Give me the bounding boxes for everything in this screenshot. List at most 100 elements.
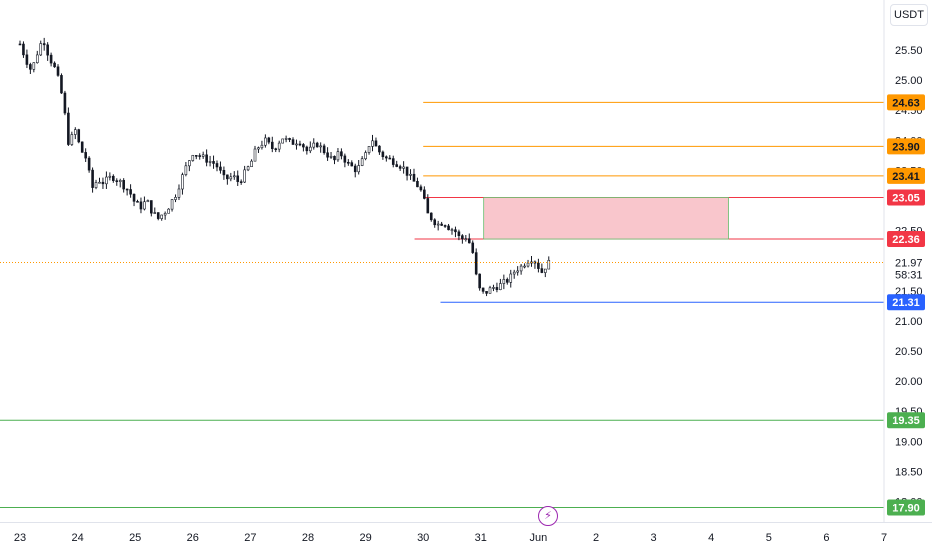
candle-body [436,223,440,226]
level-price-tag[interactable] [887,167,925,184]
candle-body [239,181,243,183]
level-price-tag[interactable] [887,189,925,206]
candle-body [105,176,108,185]
candle-body [56,66,60,76]
candle-body [18,43,22,46]
candle-body [447,225,450,231]
candle-body [350,162,354,167]
candle-body [322,145,326,154]
level-price-tag-label: 23.41 [892,171,920,183]
candle-body [509,273,513,283]
candle-body [91,169,94,188]
candle-body [246,166,250,171]
candle-body [284,138,288,140]
candle-body [219,166,222,171]
candle-body [474,252,478,275]
candle-body [153,212,157,214]
candle-body [374,140,378,147]
time-tick-label: 2 [593,532,599,544]
candle-body [364,152,367,160]
candle-body [208,161,212,163]
time-tick-label: 23 [14,532,26,544]
time-tick-label: 4 [708,532,714,544]
candle-body [319,145,322,148]
candle-body [94,182,98,188]
candle-body [136,201,139,203]
candle-body [122,180,125,190]
candle-body [115,180,119,182]
level-price-tag[interactable] [887,138,925,155]
candle-body [395,164,399,167]
candle-body [519,265,523,272]
candle-body [29,64,32,70]
candle-body [60,75,63,94]
candle-body [260,144,264,149]
time-tick-label: 27 [244,532,256,544]
price-axis-bg [884,0,932,550]
level-price-tag[interactable] [887,499,925,516]
candle-body [537,262,540,269]
candle-body [457,231,461,236]
price-tick-label: 18.50 [895,466,923,478]
candle-body [150,200,153,214]
candle-body [505,279,509,283]
candle-body [502,279,506,284]
candle-body [464,238,468,240]
candle-body [250,160,253,168]
candle-body [416,181,419,188]
candle-body [388,157,392,160]
candle-body [333,155,336,161]
time-axis: 23 24 25 26 27 28 29 30 31 Jun 2 3 4 5 6 7 [0,522,932,550]
candle-body [188,160,191,167]
currency-button[interactable]: USDT [890,4,928,26]
candle-body [243,169,246,183]
time-tick-label: 28 [302,532,314,544]
candle-body [298,143,302,146]
level-price-tag-label: 23.90 [892,141,920,153]
alert-button[interactable]: ⚡ [538,506,558,526]
time-tick-label: 6 [823,532,829,544]
candle-body [177,188,181,198]
candle-body [309,146,312,152]
candle-body [42,43,46,46]
candle-body [73,129,77,135]
candle-body [87,157,91,171]
candle-body [191,155,195,161]
level-price-tag[interactable] [887,231,925,248]
candle-body [229,176,233,180]
candle-body [184,165,188,175]
candle-body [67,112,70,145]
price-tick-label: 19.00 [895,436,923,448]
candle-body [156,212,160,219]
candle-body [194,155,198,157]
candle-body [163,212,167,216]
candle-body [295,143,298,146]
currency-label: USDT [894,9,924,21]
price-tick-label: 25.00 [895,75,923,87]
level-price-tag[interactable] [887,94,925,111]
candle-body [540,268,544,273]
candle-body [160,214,163,219]
level-price-tag[interactable] [887,294,925,311]
candle-body [357,165,360,173]
candle-body [461,235,464,240]
level-price-tag[interactable] [887,412,925,429]
candle-body [492,287,495,289]
price-tick-label: 20.00 [895,376,923,388]
time-tick-label: 31 [475,532,487,544]
price-tick-label: 20.50 [895,346,923,358]
candle-body [443,225,447,227]
candle-body [512,271,516,275]
supply-zone[interactable] [483,197,729,240]
candle-body [381,151,385,158]
candle-body [343,155,347,163]
candle-body [305,146,309,152]
time-tick-label: 29 [359,532,371,544]
last-price-label: 21.97 [895,258,923,270]
price-axis: 25.5025.0024.5024.0023.5022.5021.5021.00… [883,0,932,550]
candle-body [353,165,357,173]
candle-body [101,181,105,185]
horizontal-levels [0,101,884,509]
